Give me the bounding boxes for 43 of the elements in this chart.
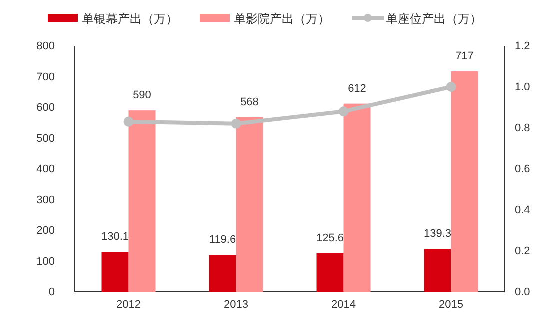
y-tick-label: 400 xyxy=(36,164,55,176)
point xyxy=(446,82,456,92)
y-tick-label: 200 xyxy=(36,225,55,238)
y2-tick-label: 0.4 xyxy=(515,204,530,217)
x-tick-label: 2014 xyxy=(332,298,356,311)
bar xyxy=(344,104,371,292)
legend-label: 单影院产出（万） xyxy=(234,12,330,26)
y2-tick-label: 0.8 xyxy=(515,122,530,135)
legend-label: 单银幕产出（万） xyxy=(82,12,178,26)
y-tick-label: 700 xyxy=(36,71,55,84)
y-tick-label: 600 xyxy=(36,102,55,114)
y2-tick-label: 1.2 xyxy=(515,40,530,53)
x-tick-label: 2012 xyxy=(116,298,141,311)
bar xyxy=(451,72,478,292)
y2-tick-label: 0.2 xyxy=(515,246,530,258)
y2-tick-label: 1.0 xyxy=(515,82,530,94)
data-label: 119.6 xyxy=(209,234,236,246)
y2-tick-label: 0.6 xyxy=(515,164,530,176)
data-label: 612 xyxy=(348,82,366,95)
data-label: 590 xyxy=(133,90,152,102)
point xyxy=(124,116,134,127)
data-label: 130.1 xyxy=(101,230,130,243)
x-tick-label: 2013 xyxy=(224,298,248,311)
x-tick-label: 2015 xyxy=(439,298,464,311)
point xyxy=(231,118,242,129)
y-tick-label: 300 xyxy=(36,194,55,206)
data-label: 717 xyxy=(456,50,474,63)
data-label: 125.6 xyxy=(316,232,344,244)
legend-label: 单座位产出（万） xyxy=(386,12,482,26)
y-tick-label: 800 xyxy=(36,40,55,53)
bar xyxy=(209,255,236,292)
bar xyxy=(316,253,344,292)
bar xyxy=(102,252,129,292)
y-tick-label: 100 xyxy=(36,256,55,268)
bar xyxy=(236,117,264,292)
y-tick-label: 0 xyxy=(48,286,55,299)
y2-tick-label: 0.0 xyxy=(515,286,530,299)
data-label: 568 xyxy=(240,96,259,108)
bar xyxy=(424,249,452,292)
y-tick-label: 500 xyxy=(36,132,55,145)
data-label: 139.3 xyxy=(424,228,452,240)
bar xyxy=(128,110,156,292)
point xyxy=(338,106,349,117)
